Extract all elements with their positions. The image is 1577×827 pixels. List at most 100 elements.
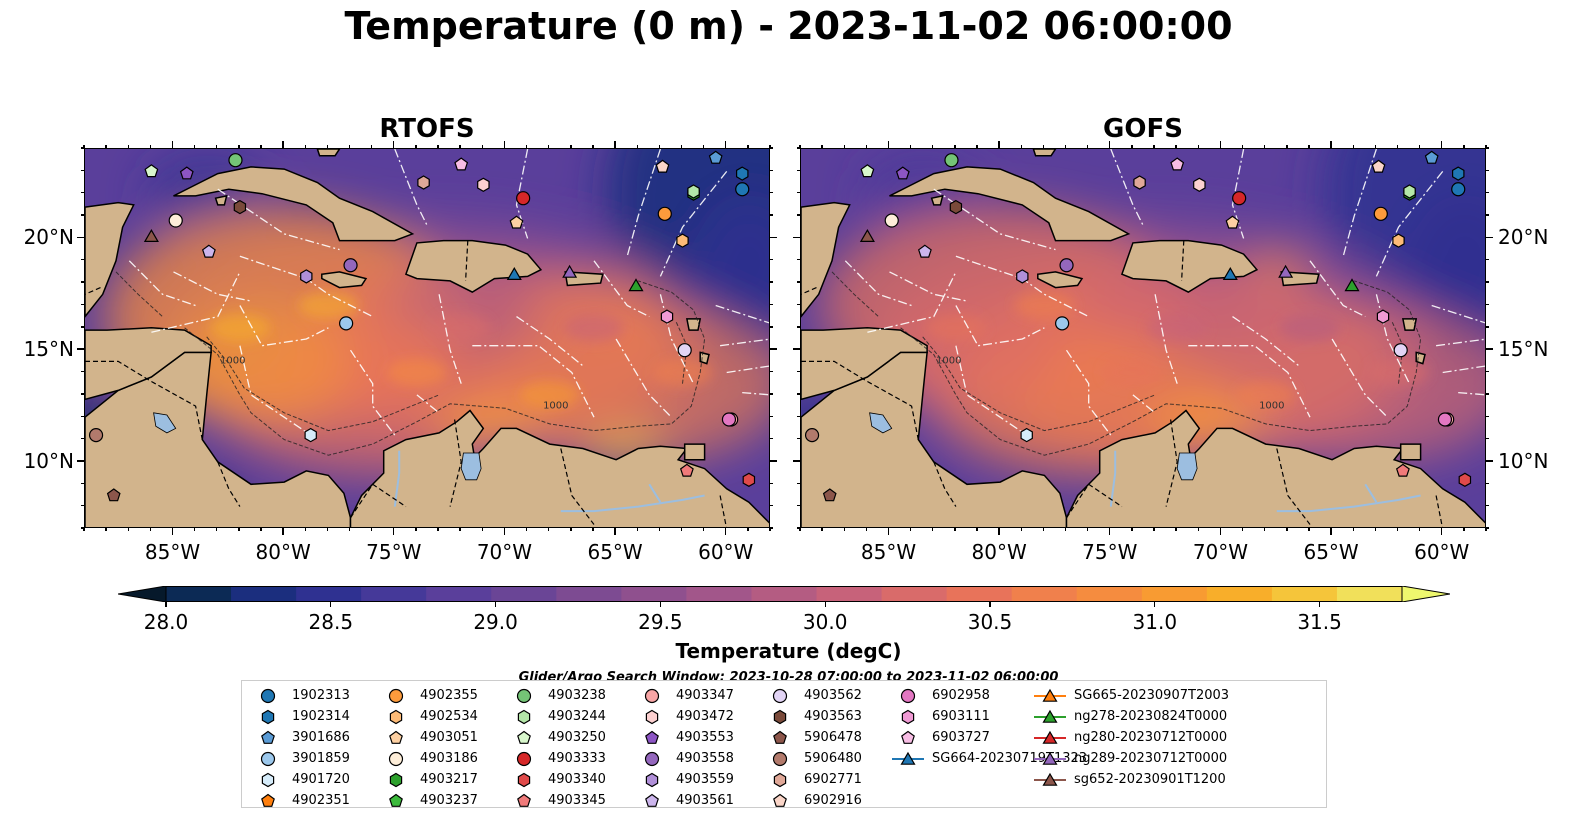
colorbar-segment — [1336, 586, 1403, 602]
land-honduras-coast — [801, 327, 928, 401]
lat-major-tick — [1486, 460, 1493, 462]
legend-item-6902771: 6902771 — [762, 769, 862, 790]
lon-minor-tick — [481, 528, 483, 531]
colorbar-segment — [881, 586, 948, 602]
river — [1109, 450, 1117, 507]
legend-item-4903559: 4903559 — [634, 769, 734, 790]
obs-4903563-marker — [949, 199, 963, 215]
legend-ng289-20230712T0000-marker — [1042, 751, 1058, 765]
lon-minor-tick — [437, 528, 439, 531]
warm-water-region — [488, 303, 769, 464]
pentagon-marker-icon — [773, 793, 787, 807]
river — [560, 494, 705, 513]
lon-tick-label: 65°W — [1303, 540, 1359, 564]
lon-tick-label: 60°W — [1414, 540, 1470, 564]
lon-minor-tick — [1286, 528, 1288, 531]
legend-4901720-marker — [261, 772, 275, 787]
country-border — [719, 495, 727, 527]
lat-minor-tick — [1486, 482, 1489, 484]
eez-boundary — [1309, 260, 1366, 318]
lon-major-tick — [393, 528, 395, 535]
obs-SG664-20230719T1323-marker — [1222, 267, 1238, 280]
lat-minor-tick — [770, 370, 773, 373]
eddy — [652, 358, 713, 387]
legend-label: 1902313 — [292, 688, 350, 703]
lat-minor-tick — [1486, 370, 1489, 373]
legend-item-4903561: 4903561 — [634, 790, 734, 811]
legend-item-sg652-20230901T1200: sg652-20230901T1200 — [1032, 769, 1229, 790]
legend-label: 5906478 — [804, 730, 862, 745]
eez-boundary — [472, 345, 595, 418]
obs-6902771-marker — [1133, 175, 1146, 190]
eez-boundary — [1065, 349, 1112, 436]
circle-marker-icon — [516, 688, 532, 703]
legend-label: 3901859 — [292, 751, 350, 766]
legend-column: 4903562 4903563 5906478 5906480 6902771 69029… — [762, 685, 862, 811]
depth-contour — [184, 280, 706, 456]
legend-label: 4903333 — [548, 751, 606, 766]
obs-4903186-marker — [884, 213, 899, 228]
colorbar-tick — [1318, 602, 1321, 607]
obs-4903340-marker — [1458, 472, 1472, 487]
obs-6903727-marker — [1170, 157, 1185, 171]
obs-ng289-20230712T0000-marker — [562, 264, 578, 278]
legend-label: 6903111 — [932, 709, 990, 724]
warm-water-region — [1215, 303, 1485, 464]
eddy — [1102, 358, 1163, 387]
eez-boundary — [933, 188, 1056, 251]
legend-4902355-marker — [388, 688, 404, 703]
colorbar-tick — [824, 602, 826, 607]
triangle-marker-icon — [1034, 709, 1066, 723]
colorbar-max-extend — [1401, 585, 1451, 603]
colorbar-label: Temperature (degC) — [675, 639, 902, 663]
hexagon-marker-icon — [389, 709, 403, 724]
obs-4903553-marker — [895, 166, 910, 180]
legend-3901859-marker — [260, 751, 276, 766]
warm-water-region — [523, 270, 664, 341]
triangle-marker-icon — [1034, 730, 1066, 744]
obs-4902534-marker — [1392, 233, 1405, 248]
eez-boundary — [742, 391, 769, 396]
colorbar-tick-label: 30.5 — [967, 610, 1013, 634]
legend-1902313-marker — [260, 688, 276, 703]
legend-6902771-marker — [773, 772, 787, 787]
circle-marker-icon — [388, 751, 404, 766]
land-isla-juventud — [214, 194, 228, 206]
lon-minor-tick — [326, 528, 329, 531]
colorbar-segment — [556, 586, 622, 602]
lon-minor-tick — [459, 528, 461, 531]
land-jamaica — [1037, 271, 1084, 289]
obs-6902916-marker — [1371, 159, 1386, 173]
obs-4903561-marker — [917, 244, 932, 258]
country-border — [349, 483, 407, 519]
contour-label: 1000 — [1259, 400, 1284, 411]
eez-boundary — [1188, 345, 1311, 418]
legend-item-ng289-20230712T0000: ng289-20230712T0000 — [1032, 748, 1229, 769]
colorbar-segment — [426, 586, 492, 602]
lon-minor-tick — [83, 528, 85, 531]
lake-nicaragua — [153, 412, 177, 434]
lon-minor-tick — [570, 528, 572, 531]
lat-minor-tick — [1486, 147, 1489, 149]
eddy — [431, 313, 492, 342]
hexagon-marker-icon — [389, 772, 403, 787]
eddy — [519, 380, 580, 409]
eez-boundary — [416, 394, 440, 414]
legend-item-4903347: 4903347 — [634, 685, 734, 706]
legend-item-4902355: 4902355 — [378, 685, 478, 706]
legend-4903237-marker — [389, 793, 403, 807]
colorbar-segment — [491, 586, 557, 602]
country-border — [449, 419, 462, 507]
lon-minor-tick — [799, 528, 801, 531]
obs-4903250-marker — [860, 164, 875, 178]
legend-item-4903333: 4903333 — [506, 748, 606, 769]
legend-label: 4903559 — [676, 772, 734, 787]
lat-minor-tick — [1486, 192, 1489, 194]
lat-tick-label: 20°N — [23, 225, 74, 250]
land-bahamas — [316, 149, 341, 157]
colorbar-segment — [1206, 586, 1273, 602]
land-bahamas — [1032, 149, 1057, 157]
legend-4903561-marker — [645, 793, 659, 807]
hexagon-marker-icon — [517, 709, 531, 724]
obs-4903051-marker — [509, 215, 524, 229]
